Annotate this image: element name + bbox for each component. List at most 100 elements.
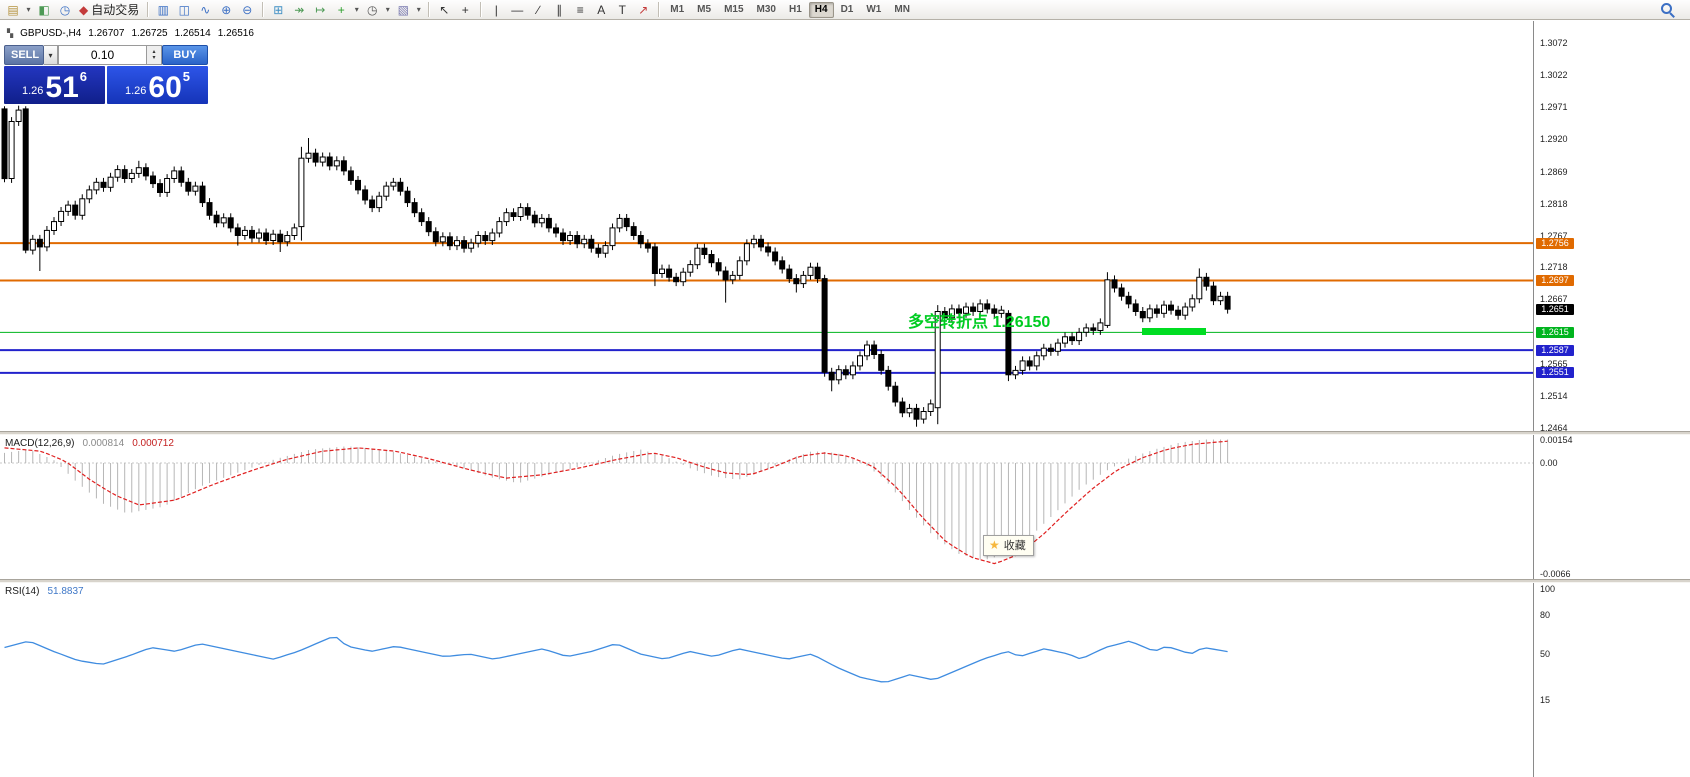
cursor-icon[interactable]: ↖ — [434, 1, 454, 19]
macd-tick: 0.00154 — [1540, 435, 1573, 445]
price-tick: 1.3022 — [1540, 69, 1568, 80]
macd-tick: -0.0066 — [1540, 568, 1571, 579]
periods-icon[interactable]: ◷ — [362, 1, 382, 19]
tile-windows-icon[interactable]: ⊞ — [268, 1, 288, 19]
ohlc-open: 1.26707 — [88, 28, 125, 39]
star-icon: ★ — [989, 538, 1000, 552]
chart-icon: ▚ — [7, 29, 14, 38]
order-type-dropdown-icon[interactable]: ▾ — [44, 45, 58, 65]
price-badge[interactable]: 1.2587 — [1536, 344, 1574, 356]
price-badge[interactable]: 1.2756 — [1536, 237, 1574, 249]
autotrading-button[interactable]: ◆ 自动交易 — [76, 1, 142, 19]
lot-spinner[interactable]: ▴ ▾ — [147, 45, 162, 65]
main-chart-pane[interactable]: 多空转折点 1.26150 ▚ GBPUSD-,H4 1.26707 1.267… — [0, 21, 1690, 433]
ohlc-high: 1.26725 — [131, 28, 168, 39]
price-tick: 1.2464 — [1540, 422, 1568, 433]
templates-dropdown-icon[interactable]: ▾ — [414, 1, 423, 19]
macd-tick: 0.00 — [1540, 458, 1558, 468]
sell-price-pip: 6 — [79, 69, 88, 84]
new-chart-icon[interactable]: ▤ — [3, 1, 23, 19]
macd-signal-value: 0.000712 — [132, 438, 174, 449]
vertical-line-icon[interactable]: | — [486, 1, 506, 19]
green-zone-bar[interactable] — [1142, 328, 1206, 335]
price-badge[interactable]: 1.2551 — [1536, 367, 1574, 379]
macd-pane[interactable]: MACD(12,26,9) 0.000814 0.000712 ★ 收藏 0.0… — [0, 435, 1690, 579]
market-watch-icon[interactable]: ◷ — [55, 1, 75, 19]
price-tick: 1.2971 — [1540, 101, 1568, 112]
indicators-icon[interactable]: + — [331, 1, 351, 19]
symbol-label: GBPUSD-,H4 — [20, 28, 82, 39]
toolbar-separator — [262, 2, 264, 17]
profiles-icon[interactable]: ◧ — [34, 1, 54, 19]
candlestick-chart-icon[interactable]: ◫ — [174, 1, 194, 19]
chart-shift-icon[interactable]: ↦ — [310, 1, 330, 19]
crosshair-icon[interactable]: + — [455, 1, 475, 19]
lot-size-input[interactable] — [58, 45, 147, 65]
rsi-pane[interactable]: RSI(14) 51.8837 100 80 50 15 — [0, 583, 1690, 777]
trade-prices-row: 1.26 51 6 1.26 60 5 — [4, 66, 208, 104]
toolbar-separator — [428, 2, 430, 17]
price-tick: 1.2565 — [1540, 359, 1568, 370]
indicators-dropdown-icon[interactable]: ▾ — [352, 1, 361, 19]
pane-splitter[interactable] — [0, 579, 1690, 583]
line-chart-icon[interactable]: ∿ — [195, 1, 215, 19]
macd-signal-line — [4, 440, 1228, 565]
timeframe-m15[interactable]: M15 — [718, 2, 749, 18]
buy-button[interactable]: BUY — [162, 45, 208, 65]
price-tick: 1.2718 — [1540, 262, 1568, 273]
search-icon[interactable] — [1660, 2, 1675, 17]
price-tick: 1.2767 — [1540, 231, 1568, 242]
timeframe-m1[interactable]: M1 — [664, 2, 690, 18]
periods-dropdown-icon[interactable]: ▾ — [383, 1, 392, 19]
ohlc-low: 1.26514 — [174, 28, 211, 39]
timeframe-h4[interactable]: H4 — [808, 1, 834, 18]
price-badge[interactable]: 1.2615 — [1536, 326, 1574, 338]
toolbar-separator — [658, 2, 660, 17]
timeframe-m30[interactable]: M30 — [751, 2, 782, 18]
trade-controls-row: SELL ▾ ▴▾ BUY — [4, 45, 208, 65]
channel-icon[interactable]: ∥ — [549, 1, 569, 19]
timeframe-w1[interactable]: W1 — [860, 2, 887, 18]
timeframe-mn[interactable]: MN — [888, 2, 916, 18]
buy-price-pip: 5 — [182, 69, 191, 84]
rsi-label: RSI(14) — [5, 586, 40, 597]
pane-splitter[interactable] — [0, 431, 1690, 435]
timeframe-d1[interactable]: D1 — [835, 2, 860, 18]
favorite-tooltip-label: 收藏 — [1003, 540, 1026, 552]
sell-price-prefix: 1.26 — [21, 85, 44, 97]
rsi-axis: 100 80 50 15 — [1533, 583, 1690, 777]
rsi-header: RSI(14) 51.8837 — [5, 586, 84, 597]
macd-axis: 0.00154 0.00 -0.0066 — [1533, 435, 1690, 579]
price-tick: 1.3072 — [1540, 38, 1568, 48]
zoom-out-icon[interactable]: ⊖ — [237, 1, 257, 19]
timeframe-m5[interactable]: M5 — [691, 2, 717, 18]
label-icon[interactable]: T — [612, 1, 632, 19]
auto-scroll-icon[interactable]: ↠ — [289, 1, 309, 19]
fibonacci-icon[interactable]: ≡ — [570, 1, 590, 19]
sell-price-display[interactable]: 1.26 51 6 — [4, 66, 105, 104]
price-tick: 1.2514 — [1540, 391, 1568, 402]
turning-point-annotation: 多空转折点 1.26150 — [908, 312, 1050, 331]
bar-chart-icon[interactable]: ▥ — [153, 1, 173, 19]
sell-button[interactable]: SELL — [4, 45, 44, 65]
rsi-value: 51.8837 — [47, 586, 84, 597]
text-icon[interactable]: A — [591, 1, 611, 19]
price-tick: 1.2869 — [1540, 166, 1568, 177]
trendline-icon[interactable]: ∕ — [528, 1, 548, 19]
rsi-line — [4, 636, 1228, 683]
toolbar-right — [1660, 2, 1675, 17]
buy-price-display[interactable]: 1.26 60 5 — [107, 66, 208, 104]
sell-price-big: 51 — [45, 71, 79, 104]
new-chart-dropdown-icon[interactable]: ▾ — [24, 1, 33, 19]
price-tick: 1.2667 — [1540, 294, 1568, 305]
toolbar-separator — [147, 2, 149, 17]
horizontal-line-icon[interactable]: — — [507, 1, 527, 19]
zoom-in-icon[interactable]: ⊕ — [216, 1, 236, 19]
arrows-icon[interactable]: ↗ — [633, 1, 653, 19]
rsi-chart — [4, 636, 1228, 683]
templates-icon[interactable]: ▧ — [393, 1, 413, 19]
timeframe-h1[interactable]: H1 — [783, 2, 808, 18]
price-badge[interactable]: 1.2697 — [1536, 274, 1574, 286]
price-tick: 1.2920 — [1540, 134, 1568, 145]
